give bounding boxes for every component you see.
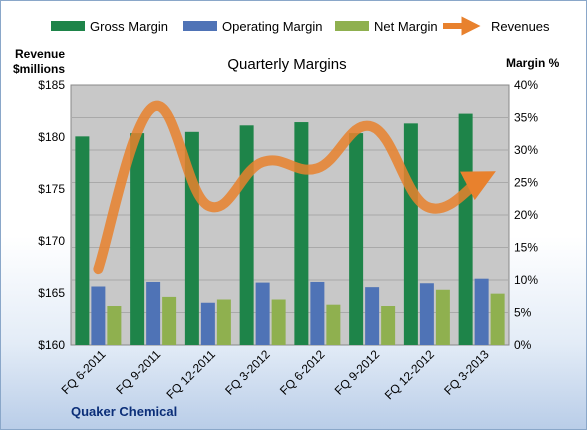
category-label: FQ 3-2013 <box>441 347 492 398</box>
bar-net-margin <box>271 299 286 345</box>
left-axis-title-line2: $millions <box>13 62 65 76</box>
legend-swatch-gross-margin <box>51 21 85 31</box>
legend-label-gross-margin: Gross Margin <box>90 19 168 34</box>
legend: Gross Margin Operating Margin Net Margin… <box>51 16 550 36</box>
right-tick-label: 40% <box>514 78 538 92</box>
legend-label-revenues: Revenues <box>491 19 550 34</box>
bar-operating-margin <box>91 286 106 345</box>
category-label: FQ 9-2011 <box>113 347 163 397</box>
bar-operating-margin <box>419 283 434 345</box>
left-tick-label: $165 <box>38 286 65 300</box>
category-labels: FQ 6-2011 FQ 9-2011 FQ 12-2011 FQ 3-2012 FQ … <box>59 347 492 402</box>
right-tick-label: 5% <box>514 306 532 320</box>
bar-gross-margin <box>239 125 254 345</box>
bar-operating-margin <box>474 278 489 345</box>
chart-title: Quarterly Margins <box>227 56 346 73</box>
bar-net-margin <box>107 306 122 345</box>
revenue-line <box>93 100 496 275</box>
category-label: FQ 3-2012 <box>222 347 273 398</box>
left-tick-label: $175 <box>38 182 65 196</box>
left-tick-label: $185 <box>38 78 65 92</box>
bar-operating-margin <box>365 287 380 345</box>
legend-swatch-operating-margin <box>183 21 217 31</box>
left-tick-label: $180 <box>38 130 65 144</box>
right-tick-label: 30% <box>514 143 538 157</box>
category-label: FQ 12-2011 <box>163 347 218 402</box>
right-tick-label: 15% <box>514 241 538 255</box>
category-label: FQ 12-2012 <box>382 347 437 402</box>
right-tick-label: 0% <box>514 338 532 352</box>
right-axis-title: Margin % <box>506 56 560 70</box>
bar-operating-margin <box>310 281 325 345</box>
bar-gross-margin <box>458 113 473 345</box>
right-axis-ticks: 0% 5% 10% 15% 20% 25% 30% 35% 40% <box>514 78 538 352</box>
legend-swatch-net-margin <box>335 21 369 31</box>
bar-net-margin <box>326 304 341 345</box>
bar-gross-margin <box>75 136 90 345</box>
bar-net-margin <box>216 299 231 345</box>
right-tick-label: 25% <box>514 176 538 190</box>
bar-gross-margin <box>403 123 418 345</box>
bar-operating-margin <box>200 302 215 345</box>
bar-net-margin <box>435 289 450 345</box>
left-tick-label: $160 <box>38 338 65 352</box>
bar-net-margin <box>490 293 505 345</box>
left-axis-title-line1: Revenue <box>15 47 65 61</box>
bar-net-margin <box>162 296 177 345</box>
bar-gross-margin <box>349 133 364 345</box>
right-tick-label: 20% <box>514 208 538 222</box>
category-label: FQ 9-2012 <box>332 347 383 398</box>
left-axis-ticks: $160 $165 $170 $175 $180 $185 <box>38 78 65 352</box>
legend-label-net-margin: Net Margin <box>374 19 438 34</box>
bar-gross-margin <box>130 133 145 345</box>
revenue-line-layer <box>93 100 496 275</box>
bar-operating-margin <box>146 281 161 345</box>
bar-net-margin <box>381 306 396 345</box>
left-tick-label: $170 <box>38 234 65 248</box>
right-tick-label: 35% <box>514 111 538 125</box>
bar-operating-margin <box>255 282 270 345</box>
legend-label-operating-margin: Operating Margin <box>222 19 322 34</box>
footer-company-name: Quaker Chemical <box>71 404 177 419</box>
right-tick-label: 10% <box>514 273 538 287</box>
category-label: FQ 6-2011 <box>59 347 109 397</box>
bar-gross-margin <box>294 122 309 345</box>
category-label: FQ 6-2012 <box>277 347 328 398</box>
